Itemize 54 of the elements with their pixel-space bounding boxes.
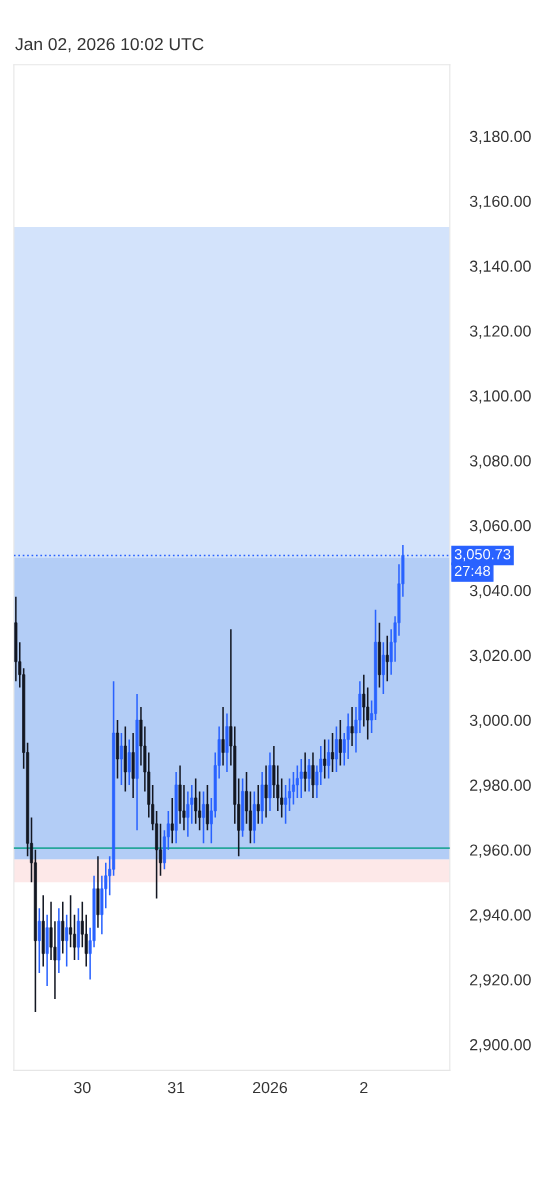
- y-tick-label: 3,180.00: [469, 130, 531, 144]
- candlestick: [350, 706, 354, 747]
- x-tick-label: 2026: [253, 1081, 288, 1094]
- x-tick-label: 2: [360, 1081, 368, 1094]
- candlestick: [127, 738, 131, 786]
- candlestick: [307, 758, 311, 793]
- y-tick-label: 3,000.00: [469, 714, 531, 728]
- candlestick: [158, 823, 163, 877]
- candlestick: [72, 913, 77, 961]
- candlestick: [381, 641, 385, 695]
- candlestick: [205, 784, 209, 832]
- y-tick-label: 3,080.00: [469, 455, 531, 469]
- ref-line-label: 3,050.73: [454, 549, 511, 562]
- x-tick-label: 31: [167, 1081, 185, 1094]
- candlestick: [37, 907, 41, 974]
- y-tick-label: 2,980.00: [470, 779, 531, 793]
- candlestick: [331, 732, 335, 773]
- y-tick-label: 3,120.00: [469, 325, 531, 339]
- candlestick: [299, 758, 303, 799]
- y-tick-label: 2,900.00: [470, 1039, 531, 1053]
- candlestick: [303, 751, 307, 793]
- candlestick: [201, 790, 206, 845]
- candlestick: [69, 894, 73, 948]
- candlestick: [338, 719, 342, 767]
- candlestick: [256, 784, 260, 825]
- candlestick: [198, 790, 202, 832]
- candlestick: [311, 751, 315, 799]
- candlestick: [287, 777, 292, 812]
- candlestick: [327, 738, 331, 780]
- candlestick: [61, 900, 65, 955]
- candlestick: [385, 634, 389, 682]
- x-tick-label: 30: [74, 1081, 91, 1094]
- candlestick: [264, 764, 268, 819]
- y-tick-label: 3,020.00: [469, 649, 531, 664]
- y-tick-label: 3,040.00: [469, 584, 531, 599]
- y-tick-label: 3,100.00: [469, 390, 531, 404]
- y-tick-label: 2,960.00: [470, 844, 531, 858]
- y-tick-label: 2,920.00: [470, 974, 531, 988]
- candlestick: [119, 732, 123, 786]
- candlestick: [334, 725, 338, 773]
- text: 27:48: [454, 565, 491, 577]
- y-tick-label: 3,140.00: [469, 260, 531, 274]
- y-tick-label: 3,160.00: [469, 195, 531, 209]
- candlestick: [115, 719, 120, 780]
- candlestick: [65, 913, 69, 968]
- chart-subtitle: Jan 02, 2026 10:02 UTC: [15, 37, 204, 53]
- y-tick-label: 2,940.00: [470, 909, 531, 923]
- candlestick: [170, 797, 174, 845]
- candlestick: [323, 738, 327, 780]
- y-tick-label: 3,060.00: [469, 520, 531, 534]
- candlestick: [248, 790, 252, 845]
- candlestick: [291, 771, 295, 806]
- candlestick: [284, 784, 288, 825]
- candlestick: [221, 706, 225, 767]
